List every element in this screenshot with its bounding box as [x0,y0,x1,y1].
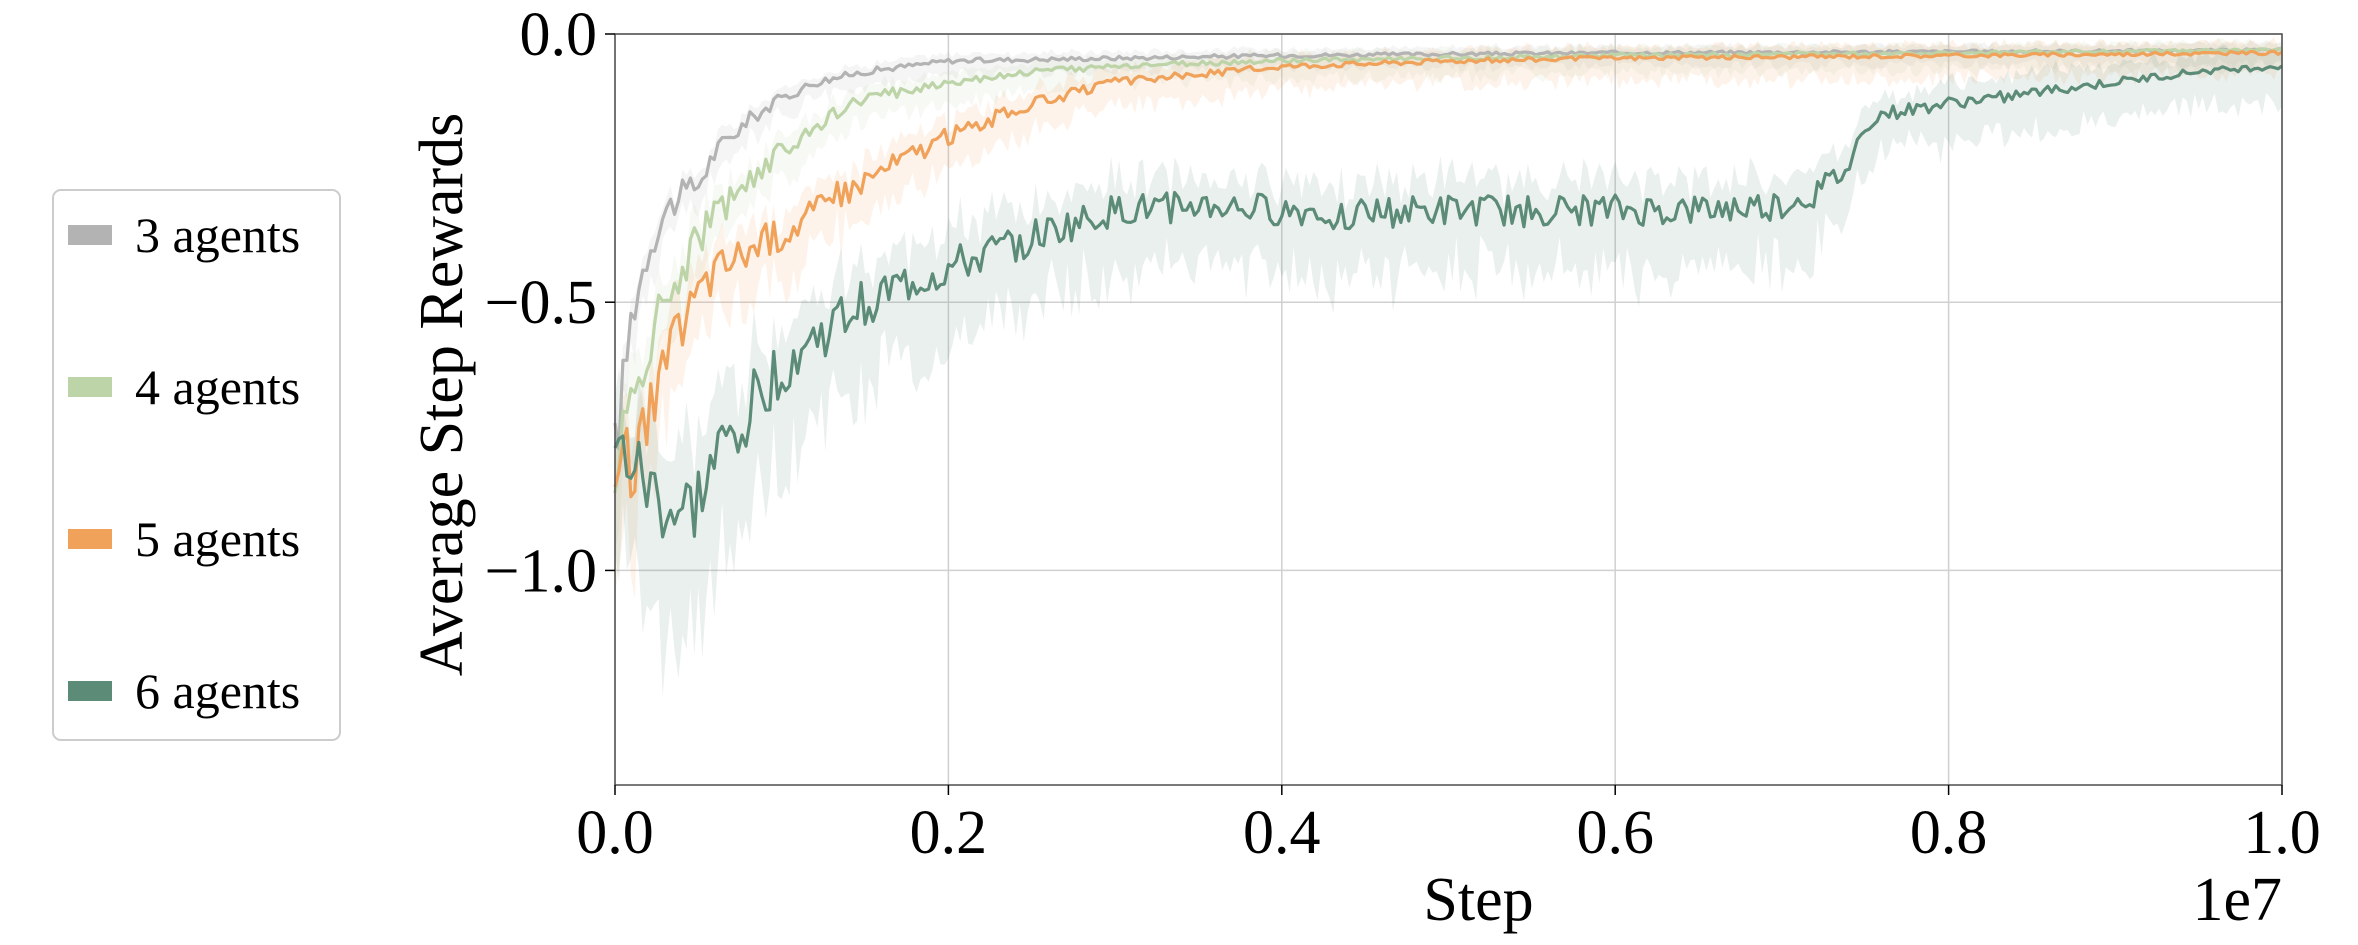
plot-area-frame [614,33,2283,786]
legend-swatch [68,225,112,245]
x-tick-label: 0.8 [1910,799,1988,867]
legend-swatch [68,529,112,549]
legend: 3 agents 4 agents 5 agents 6 agents [52,189,341,741]
legend-label: 3 agents [135,207,300,263]
line-5-agents [613,49,2283,499]
legend-swatch [68,377,112,397]
line-4-agents [613,47,2283,494]
x-tick-label: 1.0 [2243,799,2321,867]
line-6-agents [613,64,2283,539]
legend-label: 5 agents [135,511,300,567]
legend-label: 6 agents [135,663,300,719]
x-tick-label: 0.4 [1243,799,1321,867]
x-tick-label: 0.0 [576,799,654,867]
y-axis-title: Average Step Rewards [408,113,476,677]
y-tick-label: −1.0 [485,537,597,605]
series-lines [613,47,2283,539]
x-tick-label: 0.6 [1576,799,1654,867]
x-tick-label: 0.2 [910,799,988,867]
band-6-agents [615,44,2282,697]
confidence-bands [615,36,2282,697]
legend-label: 4 agents [135,359,300,415]
x-axis-offset-label: 1e7 [2192,866,2282,934]
y-tick-label: −0.5 [485,269,597,337]
y-tick-label: 0.0 [520,1,598,69]
x-axis-title: Step [1423,866,1533,934]
axis-ticks: 0.0 0.2 0.4 0.6 0.8 1.0 0.0 −0.5 −1.0 [485,1,2321,867]
legend-swatch [68,681,112,701]
legend-frame [52,189,341,741]
